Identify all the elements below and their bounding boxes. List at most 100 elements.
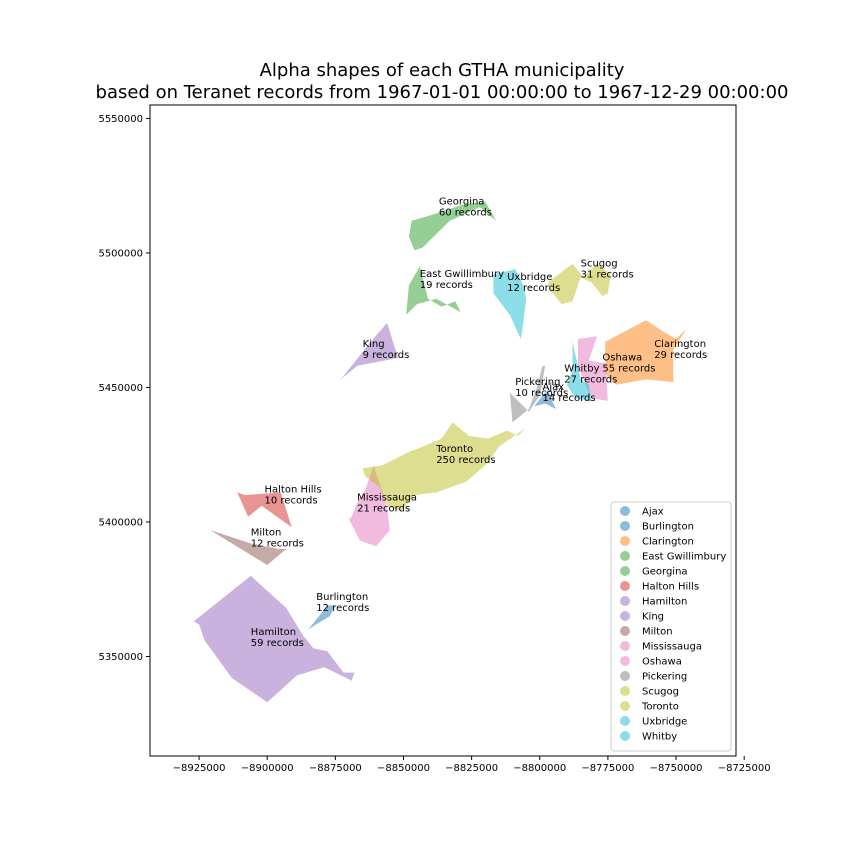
legend-label-burlington: Burlington bbox=[642, 522, 694, 533]
region-shape-east-gwillimbury bbox=[406, 266, 461, 315]
legend-label-east-gwillimbury: East Gwillimbury bbox=[642, 552, 726, 563]
x-tick-label: −8775000 bbox=[581, 763, 634, 774]
legend-label-toronto: Toronto bbox=[641, 702, 679, 713]
y-tick-label: 5500000 bbox=[98, 248, 143, 259]
region-shape-uxbridge bbox=[493, 269, 527, 339]
region-shape-burlington bbox=[308, 605, 336, 630]
legend-marker-uxbridge bbox=[620, 716, 630, 726]
legend-label-georgina: Georgina bbox=[642, 567, 688, 578]
region-label-king: King bbox=[363, 339, 385, 350]
region-shape-georgina bbox=[408, 201, 497, 251]
region-label-mississauga: Mississauga bbox=[357, 492, 417, 503]
region-count-pickering: 10 records bbox=[515, 388, 568, 399]
legend-label-ajax: Ajax bbox=[642, 507, 664, 518]
legend-marker-whitby bbox=[620, 731, 630, 741]
region-label-toronto: Toronto bbox=[435, 444, 473, 455]
legend-label-hamilton: Hamilton bbox=[642, 597, 687, 608]
region-count-milton: 12 records bbox=[251, 538, 304, 549]
region-count-halton-hills: 10 records bbox=[265, 495, 318, 506]
legend-label-pickering: Pickering bbox=[642, 672, 687, 683]
legend-marker-georgina bbox=[620, 566, 630, 576]
region-shape-hamilton bbox=[193, 575, 355, 703]
legend-label-king: King bbox=[642, 612, 664, 623]
region-count-whitby: 27 records bbox=[564, 374, 617, 385]
region-count-oshawa: 55 records bbox=[602, 364, 655, 375]
x-tick-label: −8800000 bbox=[513, 763, 566, 774]
y-tick-label: 5550000 bbox=[98, 114, 143, 125]
region-count-scugog: 31 records bbox=[581, 269, 634, 280]
legend-label-whitby: Whitby bbox=[642, 732, 677, 743]
legend-label-oshawa: Oshawa bbox=[642, 657, 682, 668]
region-label-uxbridge: Uxbridge bbox=[507, 272, 552, 283]
region-shape-halton-hills bbox=[237, 492, 292, 528]
legend-marker-east-gwillimbury bbox=[620, 551, 630, 561]
region-count-hamilton: 59 records bbox=[251, 638, 304, 649]
legend-label-clarington: Clarington bbox=[642, 537, 694, 548]
region-label-pickering: Pickering bbox=[515, 377, 560, 388]
x-tick-label: −8725000 bbox=[718, 763, 771, 774]
legend-marker-halton-hills bbox=[620, 581, 630, 591]
x-tick-label: −8750000 bbox=[650, 763, 703, 774]
region-count-toronto: 250 records bbox=[436, 455, 495, 466]
region-shape-milton bbox=[210, 530, 287, 565]
region-count-mississauga: 21 records bbox=[357, 503, 410, 514]
x-tick-label: −8875000 bbox=[309, 763, 362, 774]
region-count-clarington: 29 records bbox=[654, 350, 707, 361]
legend-box bbox=[610, 501, 732, 752]
region-shape-clarington bbox=[605, 320, 687, 385]
legend-marker-hamilton bbox=[620, 596, 630, 606]
region-shape-king bbox=[340, 322, 398, 380]
region-shapes bbox=[193, 201, 687, 703]
region-label-scugog: Scugog bbox=[581, 258, 618, 269]
x-tick-label: −8925000 bbox=[173, 763, 226, 774]
region-count-east-gwillimbury: 19 records bbox=[420, 280, 473, 291]
region-count-georgina: 60 records bbox=[439, 208, 492, 219]
x-tick-label: −8900000 bbox=[241, 763, 294, 774]
region-shape-scugog bbox=[547, 263, 611, 305]
legend-label-milton: Milton bbox=[642, 627, 673, 638]
plot-frame bbox=[149, 104, 737, 757]
legend-marker-king bbox=[620, 611, 630, 621]
legend-marker-mississauga bbox=[620, 641, 630, 651]
legend-marker-burlington bbox=[620, 521, 630, 531]
legend-label-uxbridge: Uxbridge bbox=[642, 717, 687, 728]
region-label-whitby: Whitby bbox=[564, 363, 599, 374]
chart-title-line2: based on Teranet records from 1967-01-01… bbox=[96, 82, 789, 103]
region-shape-oshawa bbox=[577, 336, 608, 401]
region-shape-ajax bbox=[534, 390, 557, 409]
legend-label-halton-hills: Halton Hills bbox=[642, 582, 699, 593]
region-shape-whitby bbox=[567, 341, 592, 401]
legend-marker-ajax bbox=[620, 506, 630, 516]
region-label-clarington: Clarington bbox=[654, 339, 706, 350]
region-label-ajax: Ajax bbox=[543, 382, 565, 393]
x-tick-label: −8850000 bbox=[377, 763, 430, 774]
region-label-oshawa: Oshawa bbox=[602, 353, 642, 364]
legend-marker-toronto bbox=[620, 701, 630, 711]
legend-marker-scugog bbox=[620, 686, 630, 696]
region-count-uxbridge: 12 records bbox=[507, 283, 560, 294]
legend-marker-milton bbox=[620, 626, 630, 636]
region-label-halton-hills: Halton Hills bbox=[265, 484, 322, 495]
region-shape-pickering bbox=[509, 365, 546, 423]
legend-label-mississauga: Mississauga bbox=[642, 642, 702, 653]
legend-marker-oshawa bbox=[620, 656, 630, 666]
region-label-east-gwillimbury: East Gwillimbury bbox=[420, 269, 504, 280]
region-label-burlington: Burlington bbox=[316, 592, 368, 603]
region-count-ajax: 14 records bbox=[543, 393, 596, 404]
y-tick-label: 5400000 bbox=[98, 517, 143, 528]
region-count-king: 9 records bbox=[363, 350, 410, 361]
x-tick-label: −8825000 bbox=[445, 763, 498, 774]
y-tick-label: 5350000 bbox=[98, 652, 143, 663]
chart-title-line1: Alpha shapes of each GTHA municipality bbox=[260, 60, 625, 81]
region-label-milton: Milton bbox=[251, 527, 282, 538]
region-shape-toronto bbox=[362, 422, 527, 512]
legend: Ajax Burlington Clarington East Gwillimbury… bbox=[610, 501, 732, 752]
legend-marker-pickering bbox=[620, 671, 630, 681]
x-axis: −8925000 −8900000 −8875000 −8850000 −8825000… bbox=[173, 756, 771, 774]
y-axis: 5350000 5400000 5450000 5500000 5550000 bbox=[98, 114, 150, 663]
region-label-georgina: Georgina bbox=[439, 197, 485, 208]
legend-marker-clarington bbox=[620, 536, 630, 546]
y-tick-label: 5450000 bbox=[98, 383, 143, 394]
